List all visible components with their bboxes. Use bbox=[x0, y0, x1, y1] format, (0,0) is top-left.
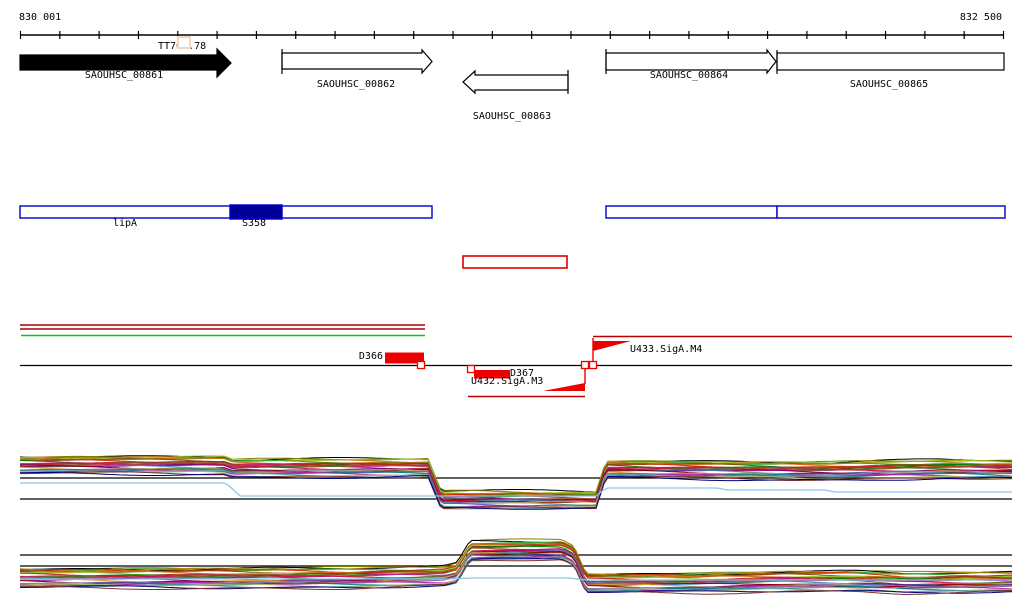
coverage-line bbox=[20, 557, 1013, 594]
coverage-line bbox=[20, 471, 1013, 510]
gene-arrow-SAOUHSC_00862[interactable] bbox=[281, 48, 433, 75]
S358-srna-box[interactable] bbox=[229, 204, 283, 220]
coverage-line bbox=[19, 545, 1013, 583]
cursor-marker[interactable] bbox=[177, 36, 191, 49]
red-outline-box[interactable] bbox=[462, 255, 568, 269]
transcript-box-right-2[interactable] bbox=[776, 205, 1006, 219]
s358-label: S358 bbox=[241, 218, 267, 229]
gene-arrow-SAOUHSC_00864[interactable] bbox=[605, 48, 777, 75]
transcript-boxes-track bbox=[19, 204, 1006, 220]
D366-marker[interactable] bbox=[416, 360, 426, 370]
d366-label: D366 bbox=[358, 351, 383, 362]
D367-marker[interactable] bbox=[466, 364, 476, 374]
gene-label-saouhsc-00865: SAOUHSC_00865 bbox=[849, 79, 929, 90]
gene-arrow-SAOUHSC_00861[interactable] bbox=[19, 47, 232, 79]
gene-label-saouhsc-00863: SAOUHSC_00863 bbox=[472, 111, 552, 122]
coverage-track-forward bbox=[19, 455, 1013, 510]
cursor-rect[interactable] bbox=[177, 36, 191, 49]
gene-label-saouhsc-00864: SAOUHSC_00864 bbox=[649, 70, 729, 81]
srna-outline-box-track bbox=[462, 255, 568, 269]
lipA-transcript-box[interactable] bbox=[19, 205, 433, 219]
U432-marker[interactable] bbox=[580, 360, 590, 370]
D366-box[interactable] bbox=[385, 352, 424, 364]
region-end-coordinate: 832 500 bbox=[959, 12, 1002, 23]
coverage-line bbox=[19, 559, 1012, 595]
gene-label-saouhsc-00861: SAOUHSC_00861 bbox=[84, 70, 164, 81]
promoter-terminator-feature-track bbox=[20, 324, 1012, 398]
U433-marker[interactable] bbox=[588, 360, 598, 370]
D367-box[interactable] bbox=[474, 370, 510, 379]
coverage-track-reverse bbox=[19, 538, 1013, 595]
transcript-box-right-1[interactable] bbox=[605, 205, 778, 219]
d367-label: D367 bbox=[510, 368, 535, 379]
gene-arrow-SAOUHSC_00863[interactable] bbox=[462, 69, 569, 95]
gene-arrows-track bbox=[19, 47, 1005, 95]
coverage-line-highlight bbox=[20, 577, 1012, 581]
U432-promoter-ramp[interactable] bbox=[543, 383, 585, 391]
region-start-coordinate: 830 001 bbox=[19, 12, 62, 23]
gene-label-saouhsc-00862: SAOUHSC_00862 bbox=[316, 79, 396, 90]
U433-promoter-ramp[interactable] bbox=[593, 341, 631, 351]
coverage-line bbox=[19, 472, 1013, 510]
gene-arrow-SAOUHSC_00865[interactable] bbox=[776, 52, 1005, 71]
lipa-label: lipA bbox=[112, 218, 138, 229]
coordinate-ruler bbox=[19, 31, 1005, 39]
u432-siga-m3-label: U432.SigA.M3 bbox=[471, 376, 544, 387]
coverage-line-highlight bbox=[20, 482, 1012, 497]
u433-siga-m4-label: U433.SigA.M4 bbox=[630, 344, 703, 355]
